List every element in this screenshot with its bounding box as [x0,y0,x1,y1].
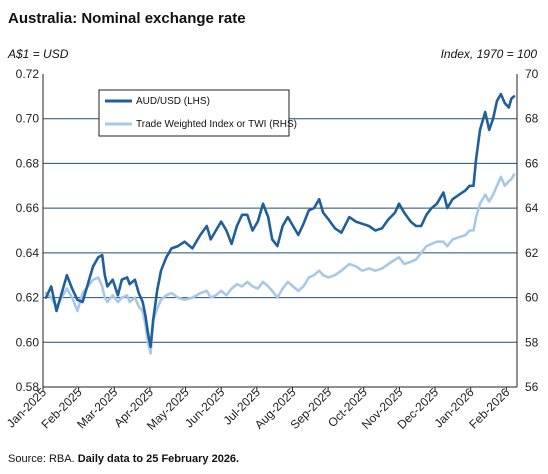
right-axis-unit-label: Index, 1970 = 100 [441,47,538,61]
right-tick-label: 62 [525,246,539,260]
right-tick-label: 58 [525,335,539,349]
left-tick-label: 0.66 [16,201,40,215]
left-tick-label: 0.60 [16,335,40,349]
legend-box [98,89,290,137]
series-line-twi [44,173,516,355]
series-line-aud-usd [44,92,516,349]
left-tick-label: 0.64 [16,246,40,260]
right-tick-label: 68 [525,112,539,126]
legend-label-aud-usd: AUD/USD (LHS) [136,96,210,107]
legend-label-twi: Trade Weighted Index or TWI (RHS) [136,119,297,130]
left-axis-ticks: 0.58 0.60 0.62 0.64 0.66 0.68 0.70 0.72 [16,67,40,394]
right-tick-label: 64 [525,201,539,215]
series-lines [44,92,516,355]
right-tick-label: 56 [525,380,539,394]
legend: AUD/USD (LHS) Trade Weighted Index or TW… [98,89,297,137]
left-tick-label: 0.68 [16,156,40,170]
left-tick-label: 0.70 [16,112,40,126]
right-axis-ticks: 56 58 60 62 64 66 68 70 [525,67,539,394]
left-tick-label: 0.72 [16,67,40,81]
source-detail: Daily data to 25 February 2026. [78,453,239,465]
right-tick-label: 60 [525,291,539,305]
left-tick-label: 0.58 [16,380,40,394]
right-tick-label: 70 [525,67,539,81]
right-tick-label: 66 [525,156,539,170]
source-note: Source: RBA. Daily data to 25 February 2… [8,453,239,465]
source-prefix: Source: RBA. [8,453,78,465]
left-axis-unit-label: A$1 = USD [7,47,69,61]
x-tick-label: Jun-2025 [182,385,228,431]
x-axis-ticks: Jan-2025Feb-2025Mar-2025Apr-2025May-2025… [4,385,513,433]
left-tick-label: 0.62 [16,291,40,305]
chart-title: Australia: Nominal exchange rate [8,10,246,27]
